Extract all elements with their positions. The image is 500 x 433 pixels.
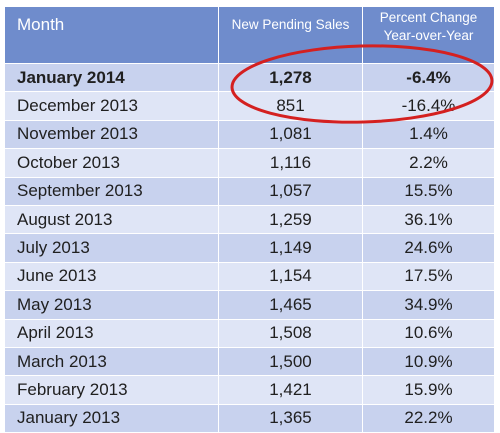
percent-change-cell: 36.1%	[362, 204, 495, 235]
pending-sales-cell: 1,465	[218, 290, 363, 320]
month-cell: December 2013	[4, 91, 219, 121]
percent-change-cell: 34.9%	[362, 290, 495, 320]
pending-sales-cell: 1,057	[218, 176, 363, 206]
table-row: July 2013 1,149 24.6%	[4, 233, 495, 263]
table-row: March 2013 1,500 10.9%	[4, 346, 495, 377]
table-row: April 2013 1,508 10.6%	[4, 318, 495, 348]
percent-change-cell: 10.9%	[362, 346, 495, 377]
pending-sales-cell: 1,278	[218, 62, 363, 93]
percent-change-cell: 15.5%	[362, 176, 495, 206]
month-cell: October 2013	[4, 148, 219, 178]
percent-change-cell: -6.4%	[362, 62, 495, 93]
month-header: Month	[4, 6, 219, 64]
month-cell: July 2013	[4, 233, 219, 263]
month-cell: January 2014	[4, 62, 219, 93]
percent-change-header: Percent Change Year-over-Year	[362, 6, 495, 64]
month-cell: June 2013	[4, 261, 219, 292]
percent-change-header-line2: Year-over-Year	[383, 28, 474, 43]
table-row: January 2014 1,278 -6.4%	[4, 62, 495, 93]
pending-sales-cell: 1,154	[218, 261, 363, 292]
month-cell: March 2013	[4, 346, 219, 377]
month-cell: May 2013	[4, 290, 219, 320]
month-cell: January 2013	[4, 403, 219, 433]
pending-sales-cell: 1,116	[218, 148, 363, 178]
percent-change-cell: 15.9%	[362, 375, 495, 405]
table-row: May 2013 1,465 34.9%	[4, 290, 495, 320]
pending-sales-cell: 1,500	[218, 346, 363, 377]
month-cell: August 2013	[4, 204, 219, 235]
pending-sales-cell: 1,259	[218, 204, 363, 235]
table-row: February 2013 1,421 15.9%	[4, 375, 495, 405]
month-cell: April 2013	[4, 318, 219, 348]
pending-sales-cell: 1,421	[218, 375, 363, 405]
table-row: November 2013 1,081 1.4%	[4, 119, 495, 150]
table-row: August 2013 1,259 36.1%	[4, 204, 495, 235]
header-row: Month New Pending Sales Percent Change Y…	[4, 6, 495, 64]
pending-sales-table: Month New Pending Sales Percent Change Y…	[4, 6, 495, 433]
percent-change-cell: 24.6%	[362, 233, 495, 263]
table-row: June 2013 1,154 17.5%	[4, 261, 495, 292]
month-cell: September 2013	[4, 176, 219, 206]
pending-sales-cell: 1,508	[218, 318, 363, 348]
new-pending-sales-header: New Pending Sales	[218, 6, 363, 64]
percent-change-cell: 22.2%	[362, 403, 495, 433]
table-row: December 2013 851 -16.4%	[4, 91, 495, 121]
table-row: October 2013 1,116 2.2%	[4, 148, 495, 178]
percent-change-cell: 10.6%	[362, 318, 495, 348]
pending-sales-table-container: Month New Pending Sales Percent Change Y…	[4, 6, 495, 433]
table-row: January 2013 1,365 22.2%	[4, 403, 495, 433]
table-row: September 2013 1,057 15.5%	[4, 176, 495, 206]
month-cell: February 2013	[4, 375, 219, 405]
percent-change-cell: 1.4%	[362, 119, 495, 150]
pending-sales-cell: 1,365	[218, 403, 363, 433]
percent-change-header-line1: Percent Change	[379, 10, 478, 25]
month-cell: November 2013	[4, 119, 219, 150]
percent-change-cell: -16.4%	[362, 91, 495, 121]
percent-change-cell: 2.2%	[362, 148, 495, 178]
pending-sales-cell: 1,081	[218, 119, 363, 150]
pending-sales-cell: 1,149	[218, 233, 363, 263]
percent-change-cell: 17.5%	[362, 261, 495, 292]
pending-sales-cell: 851	[218, 91, 363, 121]
